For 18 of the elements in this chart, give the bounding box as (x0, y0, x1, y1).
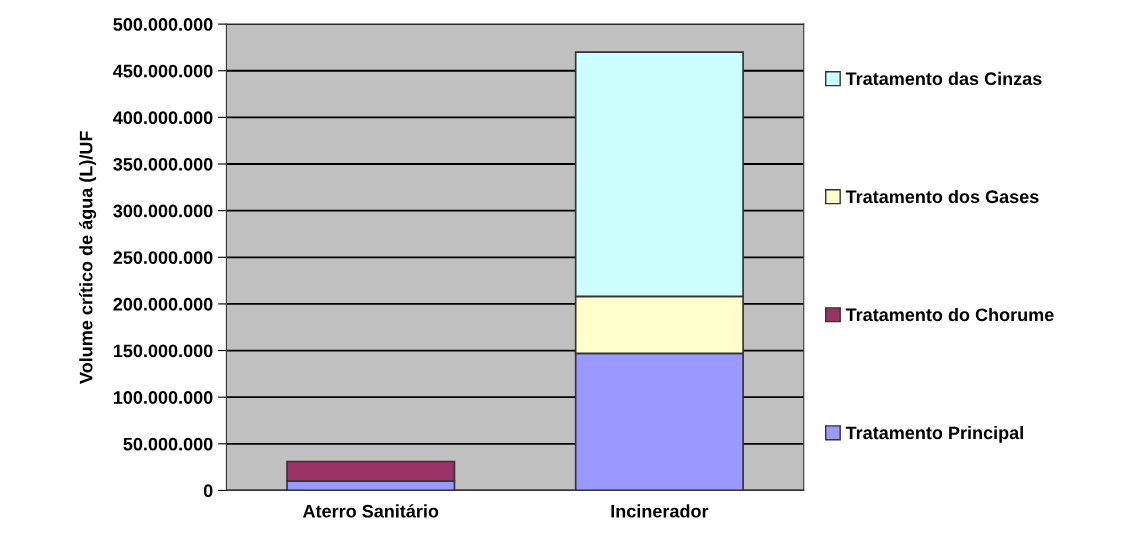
legend-label: Tratamento das Cinzas (845, 71, 1042, 86)
x-tick-label: Aterro Sanitário (302, 504, 439, 518)
legend-label: Tratamento dos Gases (845, 189, 1039, 204)
legend-label: Tratamento Principal (845, 425, 1023, 443)
x-tick-label: Incinerador (611, 504, 709, 518)
legend-label: Tratamento do Chorume (845, 307, 1054, 322)
y-tick-label: 0 (203, 484, 213, 498)
y-tick-label: 100.000.000 (113, 391, 213, 404)
y-tick-label: 200.000.000 (113, 297, 213, 311)
y-tick-label: 350.000.000 (113, 157, 213, 171)
y-tick-label: 500.000.000 (113, 18, 213, 31)
y-tick-label: 450.000.000 (113, 64, 213, 78)
y-tick-label: 50.000.000 (123, 437, 213, 451)
y-tick-label: 150.000.000 (113, 344, 213, 358)
y-tick-label: 400.000.000 (113, 111, 213, 125)
y-tick-label: 300.000.000 (113, 204, 213, 218)
y-tick-label: 250.000.000 (113, 251, 213, 264)
y-axis-title: Volume crítico de água (L)/UF (79, 131, 97, 384)
